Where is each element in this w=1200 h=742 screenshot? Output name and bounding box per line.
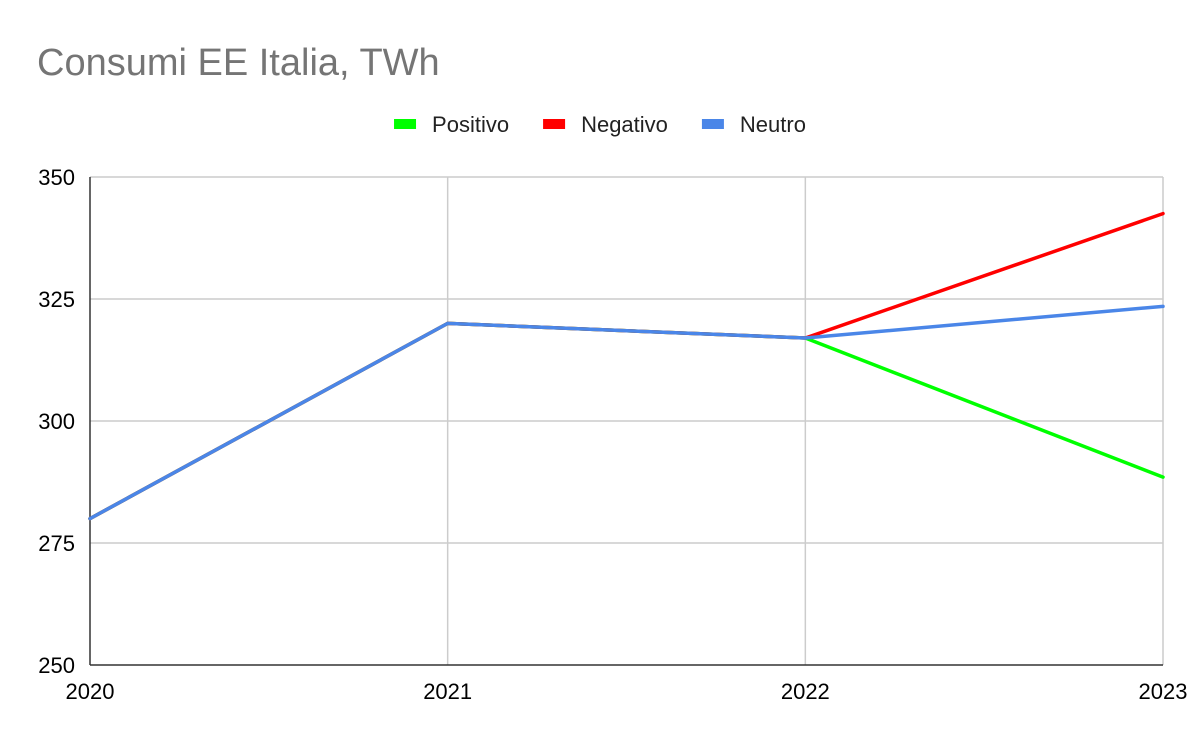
y-tick-label: 300 bbox=[38, 409, 75, 434]
series-line-neutro bbox=[88, 304, 1165, 521]
legend: Positivo Negativo Neutro bbox=[394, 112, 806, 137]
legend-swatch bbox=[394, 119, 417, 129]
legend-label: Neutro bbox=[740, 112, 806, 137]
legend-swatch bbox=[701, 119, 724, 129]
x-tick-label: 2021 bbox=[423, 679, 472, 704]
x-tick-label: 2023 bbox=[1139, 679, 1188, 704]
y-tick-label: 250 bbox=[38, 653, 75, 678]
legend-label: Positivo bbox=[432, 112, 509, 137]
x-tick-label: 2020 bbox=[66, 679, 115, 704]
legend-item-neutro: Neutro bbox=[701, 112, 806, 137]
y-tick-label: 275 bbox=[38, 531, 75, 556]
grid bbox=[90, 176, 1164, 665]
series-line-negativo bbox=[88, 211, 1165, 521]
x-tick-label: 2022 bbox=[781, 679, 830, 704]
axes bbox=[89, 177, 1163, 666]
y-tick-label: 350 bbox=[38, 165, 75, 190]
y-axis-ticks: 250 275 300 325 350 bbox=[38, 165, 75, 678]
y-tick-label: 325 bbox=[38, 287, 75, 312]
chart-title: Consumi EE Italia, TWh bbox=[37, 42, 440, 84]
legend-label: Negativo bbox=[581, 112, 668, 137]
legend-item-positivo: Positivo bbox=[394, 112, 509, 137]
legend-swatch bbox=[543, 119, 566, 129]
legend-item-negativo: Negativo bbox=[543, 112, 668, 137]
series-lines bbox=[88, 211, 1165, 521]
x-axis-ticks: 2020 2021 2022 2023 bbox=[66, 679, 1188, 704]
